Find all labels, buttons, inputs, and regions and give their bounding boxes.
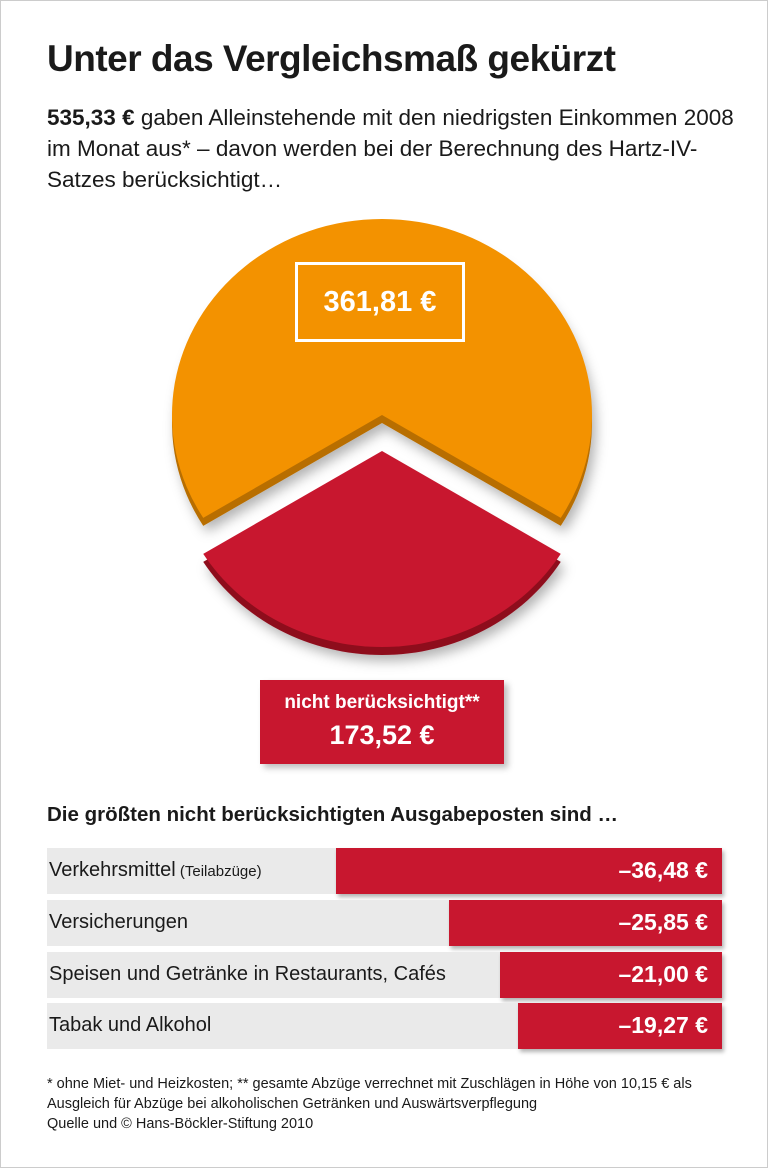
bar-label: Speisen und Getränke in Restaurants, Caf…: [49, 963, 446, 986]
category-name: Verkehrsmittel: [49, 859, 176, 881]
bar-value-label: –19,27 €: [618, 1012, 708, 1038]
bar-row: Verkehrsmittel (Teilabzüge) –36,48 €: [47, 848, 722, 894]
footnotes: * ohne Miet- und Heizkosten; ** gesamte …: [47, 1074, 747, 1134]
slice-label-not-considered: nicht berücksichtigt** 173,52 €: [260, 680, 504, 764]
category-name: Speisen und Getränke in Restaurants, Caf…: [49, 963, 446, 985]
footnote: * ohne Miet- und Heizkosten; ** gesamte …: [47, 1076, 692, 1112]
slice-not-considered: [203, 451, 561, 647]
bar-value-label: –21,00 €: [618, 961, 708, 987]
bar: [448, 900, 722, 946]
source: Quelle und © Hans-Böckler-Stiftung 2010: [47, 1116, 314, 1132]
slice-considered: [172, 218, 592, 518]
total-amount: 535,33 €: [47, 105, 135, 130]
not-considered-label: nicht berücksichtigt**: [284, 692, 480, 713]
subtitle: 535,33 € gaben Alleinstehende mit den ni…: [47, 102, 737, 195]
bar: [518, 1003, 722, 1049]
category-note: (Teilabzüge): [175, 863, 262, 880]
bar-row: Tabak und Alkohol –19,27 €: [47, 1003, 722, 1049]
bar-value-label: –36,48 €: [618, 857, 708, 883]
bar-chart-title: Die größten nicht berücksichtigten Ausga…: [47, 803, 619, 826]
bar-row: Speisen und Getränke in Restaurants, Caf…: [47, 952, 722, 998]
subtitle-text: gaben Alleinstehende mit den niedrigsten…: [47, 105, 734, 192]
category-name: Tabak und Alkohol: [49, 1014, 212, 1036]
pie-chart: [172, 218, 592, 655]
bar-value-label: –25,85 €: [618, 909, 708, 935]
not-considered-value: 173,52 €: [329, 720, 435, 750]
category-name: Versicherungen: [49, 911, 188, 933]
bar-row: Versicherungen –25,85 €: [47, 900, 722, 946]
bar: [499, 952, 722, 998]
bar: [336, 848, 722, 894]
bar-label: Versicherungen: [49, 911, 188, 934]
slice-label-considered: 361,81 €: [295, 262, 465, 342]
chart-title: Unter das Vergleichsmaß gekürzt: [47, 38, 616, 79]
bar-label: Tabak und Alkohol: [49, 1014, 211, 1037]
bar-label: Verkehrsmittel (Teilabzüge): [49, 859, 262, 882]
